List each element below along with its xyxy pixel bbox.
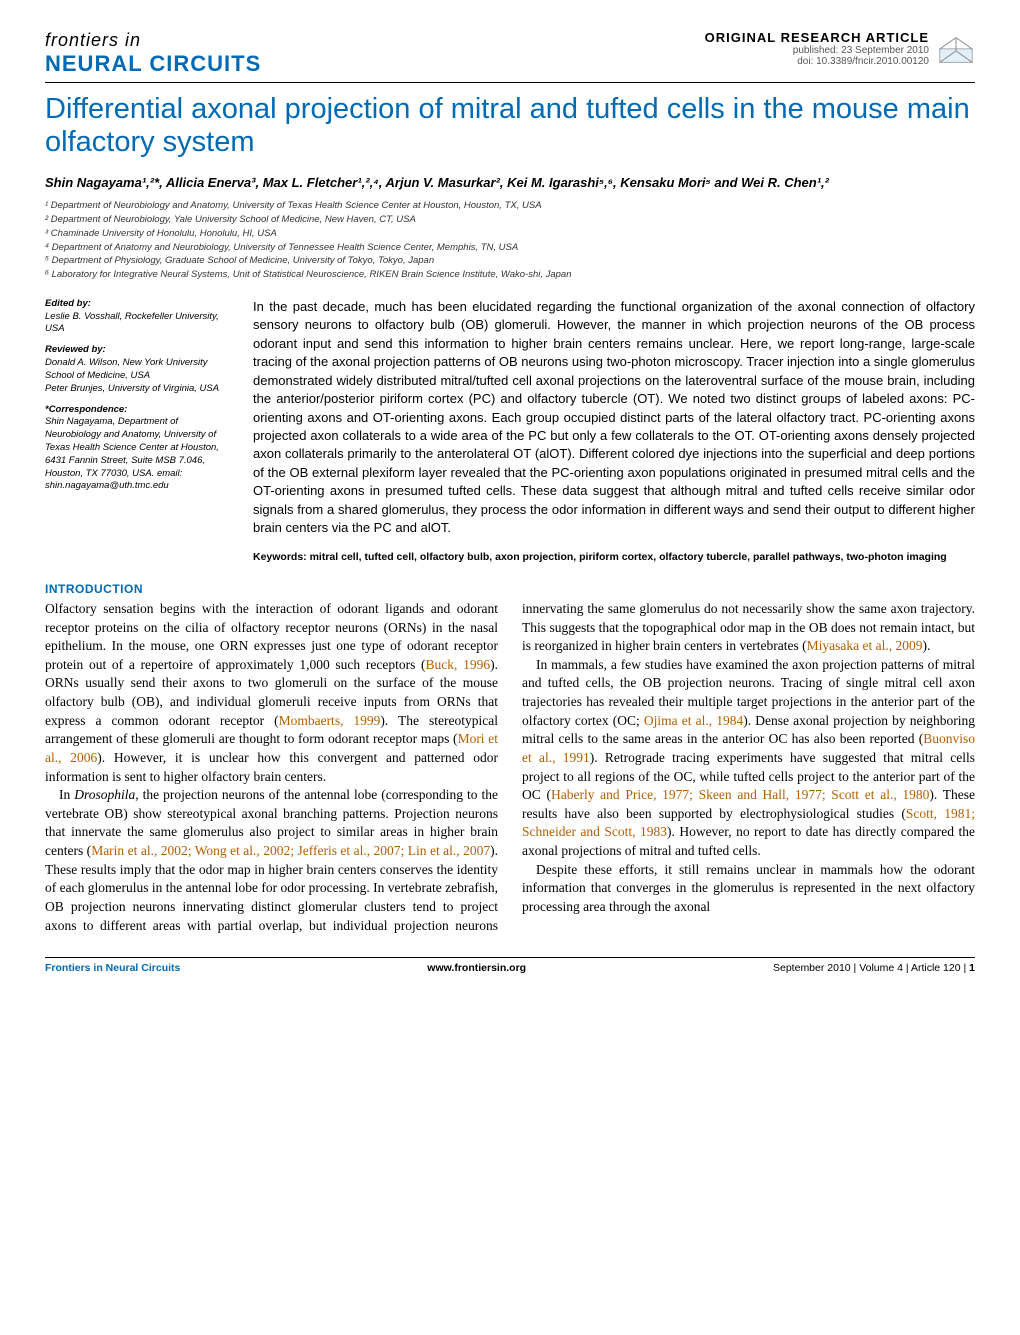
keywords: Keywords: mitral cell, tufted cell, olfa… — [253, 550, 975, 564]
frontiers-label: frontiers in — [45, 30, 261, 51]
edited-by-label: Edited by: — [45, 298, 235, 311]
header-right: ORIGINAL RESEARCH ARTICLE published: 23 … — [705, 30, 975, 68]
affiliation-item: ³ Chaminade University of Honolulu, Hono… — [45, 227, 975, 241]
citation: Mombaerts, 1999 — [279, 713, 381, 728]
body-paragraph: In mammals, a few studies have examined … — [522, 656, 975, 861]
page-number: 1 — [969, 962, 975, 974]
correspondence-label: *Correspondence: — [45, 404, 235, 417]
citation: Marin et al., 2002; Wong et al., 2002; J… — [91, 843, 490, 858]
footer-url: www.frontiersin.org — [427, 962, 526, 974]
journal-name: NEURAL CIRCUITS — [45, 51, 261, 77]
reviewed-by-1: Donald A. Wilson, New York University Sc… — [45, 357, 235, 383]
affiliation-item: ⁴ Department of Anatomy and Neurobiology… — [45, 241, 975, 255]
citation: Buck, 1996 — [426, 657, 491, 672]
doi: doi: 10.3389/fncir.2010.00120 — [705, 56, 929, 67]
citation: Ojima et al., 1984 — [644, 713, 743, 728]
affiliation-item: ⁵ Department of Physiology, Graduate Sch… — [45, 254, 975, 268]
article-title: Differential axonal projection of mitral… — [45, 93, 975, 160]
reviewed-by-label: Reviewed by: — [45, 344, 235, 357]
journal-brand: frontiers in NEURAL CIRCUITS — [45, 30, 261, 77]
edited-by: Leslie B. Vosshall, Rockefeller Universi… — [45, 311, 235, 337]
abstract-text: In the past decade, much has been elucid… — [253, 298, 975, 538]
abstract-section: Edited by: Leslie B. Vosshall, Rockefell… — [45, 298, 975, 564]
section-heading-introduction: INTRODUCTION — [45, 582, 975, 596]
body-paragraph: Olfactory sensation begins with the inte… — [45, 600, 498, 786]
journal-logo-icon — [937, 30, 975, 68]
footer-issue: September 2010 | Volume 4 | Article 120 … — [773, 962, 975, 974]
body-paragraph: Despite these efforts, it still remains … — [522, 861, 975, 917]
article-type: ORIGINAL RESEARCH ARTICLE — [705, 30, 929, 45]
author-list: Shin Nagayama¹,²*, Allicia Enerva³, Max … — [45, 174, 975, 192]
citation: Miyasaka et al., 2009 — [807, 638, 923, 653]
publication-meta: ORIGINAL RESEARCH ARTICLE published: 23 … — [705, 30, 929, 67]
publication-date: published: 23 September 2010 — [705, 45, 929, 56]
reviewed-by-2: Peter Brunjes, University of Virginia, U… — [45, 383, 235, 396]
header-rule — [45, 82, 975, 83]
header: frontiers in NEURAL CIRCUITS ORIGINAL RE… — [45, 30, 975, 77]
citation: Haberly and Price, 1977; Skeen and Hall,… — [551, 787, 929, 802]
editorial-sidebar: Edited by: Leslie B. Vosshall, Rockefell… — [45, 298, 235, 564]
page-footer: Frontiers in Neural Circuits www.frontie… — [45, 957, 975, 974]
abstract-block: In the past decade, much has been elucid… — [253, 298, 975, 564]
affiliation-item: ² Department of Neurobiology, Yale Unive… — [45, 213, 975, 227]
affiliations: ¹ Department of Neurobiology and Anatomy… — [45, 199, 975, 282]
footer-journal: Frontiers in Neural Circuits — [45, 962, 180, 974]
affiliation-item: ¹ Department of Neurobiology and Anatomy… — [45, 199, 975, 213]
affiliation-item: ⁶ Laboratory for Integrative Neural Syst… — [45, 268, 975, 282]
body-columns: Olfactory sensation begins with the inte… — [45, 600, 975, 935]
correspondence: Shin Nagayama, Department of Neurobiolog… — [45, 416, 235, 493]
